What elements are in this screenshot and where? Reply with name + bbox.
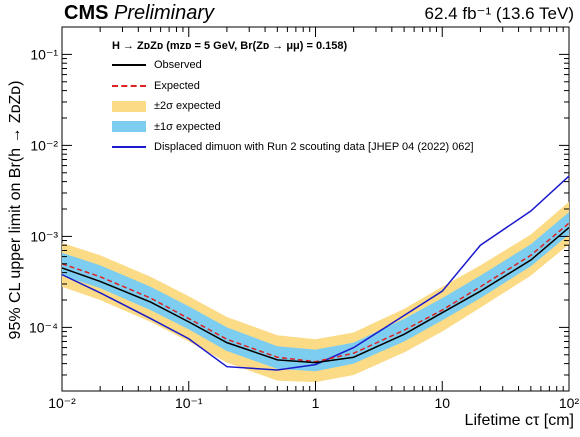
y-tick-label: 10⁻³ [30, 228, 58, 244]
legend-label: Observed [154, 59, 202, 72]
legend-label: ±2σ expected [154, 100, 221, 113]
cms-text: CMS [64, 2, 109, 24]
y-tick-label: 10⁻⁴ [29, 319, 58, 335]
legend-entry-expected: Expected [112, 76, 474, 97]
legend-entry-1sigma: ±1σ expected [112, 117, 474, 138]
y-axis-label: 95% CL upper limit on Br(h → ZᴅZᴅ) [7, 80, 24, 340]
legend-entry-2sigma: ±2σ expected [112, 96, 474, 117]
series-observed [61, 227, 570, 364]
legend-symbol-expected [112, 80, 146, 92]
legend-label: Expected [154, 79, 200, 92]
experiment-label: CMS Preliminary [64, 2, 214, 25]
legend-entry-run2: Displaced dimuon with Run 2 scouting dat… [112, 137, 474, 158]
series-expected [61, 222, 570, 363]
legend-symbol-run2 [112, 141, 146, 153]
legend: H → ZᴅZᴅ (mᴢᴅ = 5 GeV, Br(Zᴅ → μμ) = 0.1… [112, 40, 474, 158]
x-tick-label: 10⁻² [48, 395, 76, 411]
legend-symbol-1sigma [112, 121, 146, 133]
x-tick-label: 10 [434, 395, 450, 411]
legend-symbol-observed [112, 59, 146, 71]
legend-label: ±1σ expected [154, 120, 221, 133]
band-2sigma [62, 201, 569, 383]
legend-entry-observed: Observed [112, 55, 474, 76]
x-axis-label: Lifetime cτ [cm] [464, 412, 574, 429]
x-tick-label: 1 [312, 395, 320, 411]
y-tick-label: 10⁻² [30, 137, 58, 153]
band-1sigma [62, 212, 569, 372]
y-tick-label: 10⁻¹ [30, 46, 58, 62]
legend-header: H → ZᴅZᴅ (mᴢᴅ = 5 GeV, Br(Zᴅ → μμ) = 0.1… [112, 40, 348, 52]
series-run2-scouting [61, 175, 570, 371]
legend-symbol-2sigma [112, 100, 146, 112]
preliminary-text: Preliminary [114, 2, 215, 24]
x-tick-label: 10² [559, 395, 580, 411]
luminosity-label: 62.4 fb⁻¹ (13.6 TeV) [424, 4, 574, 23]
legend-label: Displaced dimuon with Run 2 scouting dat… [154, 141, 474, 154]
x-tick-label: 10⁻¹ [175, 395, 203, 411]
